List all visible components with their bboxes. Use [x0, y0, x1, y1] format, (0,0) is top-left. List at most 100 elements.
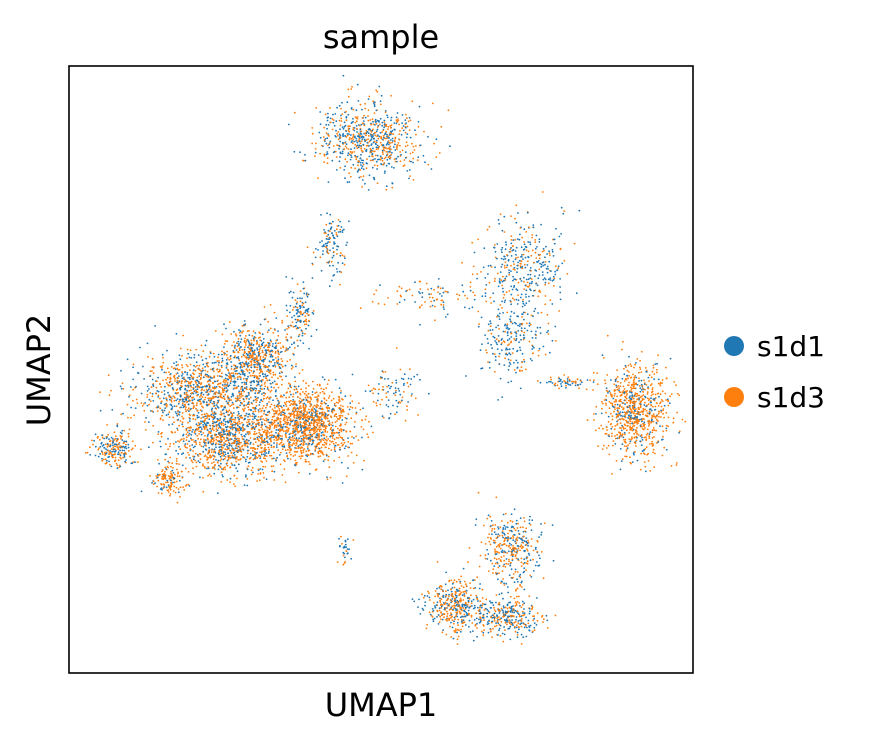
scatter-point-s1d3 [413, 149, 416, 151]
scatter-point-s1d3 [290, 439, 292, 441]
scatter-point-s1d3 [223, 342, 226, 345]
scatter-point-s1d1 [232, 380, 235, 383]
scatter-point-s1d3 [299, 311, 302, 314]
scatter-point-s1d3 [332, 119, 335, 121]
scatter-point-s1d1 [342, 74, 345, 77]
scatter-point-s1d1 [504, 299, 507, 302]
scatter-point-s1d3 [394, 140, 396, 143]
scatter-point-s1d1 [192, 369, 195, 371]
scatter-point-s1d3 [371, 118, 374, 121]
scatter-point-s1d3 [217, 364, 220, 366]
scatter-point-s1d1 [238, 418, 240, 421]
scatter-point-s1d3 [332, 440, 334, 443]
scatter-point-s1d1 [319, 111, 322, 113]
scatter-point-s1d3 [406, 125, 409, 128]
scatter-point-s1d1 [197, 354, 200, 356]
scatter-point-s1d3 [182, 425, 184, 428]
scatter-point-s1d3 [229, 405, 232, 407]
scatter-point-s1d3 [354, 121, 357, 124]
scatter-point-s1d3 [312, 387, 315, 390]
scatter-point-s1d1 [509, 320, 512, 323]
scatter-point-s1d1 [338, 104, 341, 107]
scatter-point-s1d3 [357, 160, 360, 163]
scatter-point-s1d3 [353, 151, 356, 153]
scatter-point-s1d1 [295, 437, 298, 439]
scatter-point-s1d1 [132, 378, 135, 381]
scatter-point-s1d1 [287, 457, 289, 460]
scatter-point-s1d3 [338, 400, 341, 403]
scatter-point-s1d3 [312, 422, 315, 425]
scatter-point-s1d3 [289, 383, 292, 386]
scatter-point-s1d3 [249, 364, 251, 367]
scatter-point-s1d3 [386, 147, 388, 150]
scatter-point-s1d1 [396, 112, 399, 114]
scatter-point-s1d1 [214, 413, 217, 415]
scatter-point-s1d1 [533, 310, 536, 313]
scatter-point-s1d3 [165, 378, 168, 381]
scatter-point-s1d3 [220, 372, 223, 375]
scatter-point-s1d3 [326, 157, 329, 160]
scatter-point-s1d3 [298, 333, 301, 336]
scatter-point-s1d3 [375, 148, 378, 151]
scatter-point-s1d3 [534, 239, 537, 241]
scatter-point-s1d1 [353, 127, 356, 129]
scatter-point-s1d3 [309, 435, 312, 438]
scatter-point-s1d1 [519, 387, 522, 390]
scatter-point-s1d1 [313, 408, 316, 410]
scatter-point-s1d3 [241, 349, 244, 351]
scatter-point-s1d3 [423, 130, 425, 133]
scatter-point-s1d3 [170, 399, 173, 402]
scatter-point-s1d3 [555, 340, 557, 342]
scatter-point-s1d1 [393, 128, 396, 131]
scatter-point-s1d1 [360, 133, 363, 135]
scatter-point-s1d3 [255, 358, 258, 361]
scatter-point-s1d1 [260, 359, 263, 362]
scatter-point-s1d1 [297, 315, 299, 318]
scatter-point-s1d1 [219, 417, 222, 420]
scatter-point-s1d3 [286, 360, 289, 363]
scatter-point-s1d3 [295, 386, 297, 388]
scatter-point-s1d3 [362, 175, 365, 178]
scatter-point-s1d3 [254, 389, 257, 392]
scatter-point-s1d3 [161, 414, 163, 417]
scatter-point-s1d3 [529, 323, 532, 326]
scatter-point-s1d1 [302, 281, 305, 284]
scatter-point-s1d1 [294, 447, 296, 449]
scatter-point-s1d3 [377, 147, 380, 150]
scatter-point-s1d1 [248, 356, 250, 359]
scatter-point-s1d3 [235, 400, 238, 402]
scatter-point-s1d3 [233, 387, 236, 389]
scatter-point-s1d3 [155, 406, 158, 409]
scatter-point-s1d3 [170, 366, 173, 368]
scatter-point-s1d3 [528, 284, 531, 287]
scatter-point-s1d1 [494, 355, 497, 358]
scatter-point-s1d1 [305, 443, 307, 445]
scatter-point-s1d3 [309, 400, 312, 403]
scatter-point-s1d3 [323, 139, 326, 141]
scatter-point-s1d1 [293, 353, 295, 356]
scatter-point-s1d3 [336, 444, 339, 446]
scatter-point-s1d1 [323, 437, 326, 440]
scatter-point-s1d1 [527, 255, 529, 258]
scatter-point-s1d3 [351, 142, 354, 145]
scatter-point-s1d1 [519, 296, 522, 299]
scatter-point-s1d3 [349, 430, 352, 433]
scatter-point-s1d3 [544, 353, 547, 356]
scatter-point-s1d1 [250, 387, 252, 389]
scatter-point-s1d1 [356, 171, 359, 173]
scatter-point-s1d3 [343, 148, 346, 151]
scatter-point-s1d3 [523, 331, 526, 334]
scatter-point-s1d1 [237, 411, 240, 413]
scatter-point-s1d3 [256, 366, 259, 369]
scatter-point-s1d1 [393, 122, 396, 124]
scatter-point-s1d1 [526, 264, 529, 266]
scatter-point-s1d3 [327, 144, 329, 147]
scatter-point-s1d3 [538, 268, 541, 271]
scatter-point-s1d1 [498, 363, 501, 365]
scatter-point-s1d1 [310, 335, 313, 338]
scatter-point-s1d3 [267, 426, 269, 429]
scatter-point-s1d1 [525, 289, 528, 292]
scatter-point-s1d1 [523, 276, 525, 279]
scatter-point-s1d3 [339, 446, 341, 449]
scatter-point-s1d1 [288, 433, 291, 436]
